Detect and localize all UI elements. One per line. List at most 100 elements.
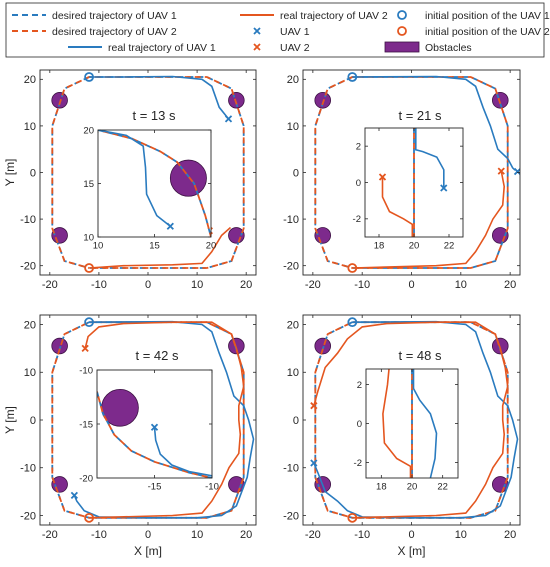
- x-tick-label: 10: [455, 529, 467, 541]
- x-tick-label: -10: [354, 529, 370, 541]
- y-tick-label: 0: [30, 415, 36, 427]
- real-trajectory-uav1: [352, 75, 516, 171]
- x-tick-label: 0: [408, 529, 414, 541]
- legend-label: UAV 2: [280, 42, 310, 54]
- uav1-marker: [166, 222, 174, 230]
- inset-x-tick-label: 20: [409, 241, 420, 252]
- inset-x-tick-label: 22: [444, 241, 455, 252]
- y-tick-label: -10: [20, 214, 36, 226]
- panel-3: -20 -10 0 10 20 -20 -10 0 10 20 t = 42 s Y [m] X [m]…: [3, 314, 257, 558]
- legend-label: initial position of the UAV 1: [425, 10, 550, 22]
- legend-entry: Obstacles: [384, 41, 472, 54]
- inset-x-tick-label: 18: [374, 241, 385, 252]
- inset-x-tick-label: 18: [376, 482, 387, 493]
- x-tick-label: 20: [504, 529, 516, 541]
- uav1-marker: [150, 423, 159, 431]
- y-tick-label: 0: [30, 167, 36, 179]
- inset-3: -15 -10 -20 -15 -10: [79, 365, 219, 492]
- initial-position-uav1: [84, 317, 94, 328]
- x-tick-label: 0: [145, 279, 151, 291]
- legend-entry: initial position of the UAV 1: [397, 10, 550, 22]
- y-tick-label: -20: [20, 261, 36, 273]
- uav1-marker: [310, 459, 318, 467]
- plot-data: [314, 72, 520, 273]
- inset-y-tick-label: -2: [353, 214, 361, 225]
- obstacle-2: [491, 91, 509, 109]
- inset-axes-frame: [97, 129, 212, 238]
- legend-cross-marker: [253, 43, 261, 51]
- inset-data: [378, 128, 448, 237]
- x-tick-label: -10: [91, 279, 107, 291]
- inset-1: 10 15 20 10 15 20: [83, 125, 216, 251]
- x-tick-label: -10: [354, 279, 370, 291]
- inset-x-tick-label: 22: [437, 482, 448, 493]
- real-trajectory-uav1: [412, 369, 438, 478]
- inset-x-tick-label: 20: [206, 241, 217, 252]
- inset-axes-frame: [364, 127, 464, 238]
- axes-frame: [39, 69, 257, 276]
- obstacle-1: [314, 337, 332, 355]
- panel-title: t = 13 s: [133, 108, 176, 123]
- y-tick-label: -10: [283, 214, 299, 226]
- y-tick-label: 10: [287, 367, 299, 379]
- obstacle-3: [51, 227, 68, 244]
- legend-circle-marker: [397, 26, 407, 36]
- inset-axes-frame: [365, 368, 459, 479]
- x-tick-label: 20: [240, 529, 252, 541]
- real-trajectory-uav2: [352, 170, 506, 269]
- legend-label: desired trajectory of UAV 2: [52, 26, 177, 38]
- obstacle-2: [228, 92, 245, 109]
- legend-entry: desired trajectory of UAV 1: [12, 10, 177, 22]
- y-tick-label: 10: [24, 121, 36, 133]
- uav1-marker: [224, 115, 233, 123]
- inset-y-tick-label: 2: [357, 380, 362, 391]
- real-trajectory-uav2: [313, 321, 509, 519]
- inset-y-tick-label: -15: [79, 419, 93, 430]
- inset-y-tick-label: 0: [357, 419, 362, 430]
- x-axis-label: X [m]: [134, 544, 162, 558]
- legend-label: UAV 1: [280, 26, 310, 38]
- real-trajectory-uav1: [98, 130, 171, 227]
- x-axis-label: X [m]: [397, 544, 425, 558]
- obstacle-3: [314, 227, 332, 244]
- desired-trajectory-uav2: [98, 130, 211, 237]
- desired-trajectory-uav2: [51, 321, 245, 519]
- panel-1: -20 -10 0 10 20 -20 -10 0 10 20 t = 13 s Y [m] 10 15 2…: [3, 69, 257, 291]
- desired-trajectory-uav2: [97, 391, 212, 478]
- initial-position-uav1: [347, 317, 358, 328]
- obstacle-1: [51, 337, 68, 355]
- legend-entry: real trajectory of UAV 2: [240, 10, 388, 22]
- obstacle-1: [169, 159, 207, 197]
- initial-position-uav2: [347, 512, 358, 523]
- obstacle-1: [51, 92, 68, 109]
- x-tick-label: -20: [305, 279, 321, 291]
- x-tick-label: 10: [455, 279, 467, 291]
- inset-x-tick-label: 10: [93, 241, 104, 252]
- desired-trajectory-uav2: [51, 76, 245, 269]
- legend-label: real trajectory of UAV 1: [108, 42, 216, 54]
- inset-data: [97, 388, 212, 478]
- x-tick-label: -20: [305, 529, 321, 541]
- inset-x-tick-label: 20: [407, 482, 418, 493]
- y-tick-label: 20: [287, 319, 299, 331]
- y-tick-label: -10: [283, 463, 299, 475]
- legend-label: initial position of the UAV 2: [425, 26, 550, 38]
- real-trajectory-uav2: [381, 177, 414, 237]
- inset-2: 18 20 22 -2 0 2: [353, 127, 464, 252]
- obstacle-1: [314, 91, 332, 109]
- x-tick-label: 20: [240, 279, 252, 291]
- y-tick-label: -10: [20, 463, 36, 475]
- legend-entry: UAV 1: [253, 26, 310, 38]
- axes-frame: [302, 69, 521, 276]
- inset-data: [98, 130, 211, 237]
- real-trajectory-uav1: [89, 75, 230, 120]
- y-tick-label: 20: [287, 74, 299, 86]
- initial-position-uav2: [347, 263, 358, 273]
- inset-y-tick-label: -20: [79, 473, 93, 484]
- real-trajectory-uav1: [313, 320, 519, 519]
- inset-x-tick-label: -10: [205, 482, 219, 493]
- real-trajectory-uav1: [415, 128, 445, 188]
